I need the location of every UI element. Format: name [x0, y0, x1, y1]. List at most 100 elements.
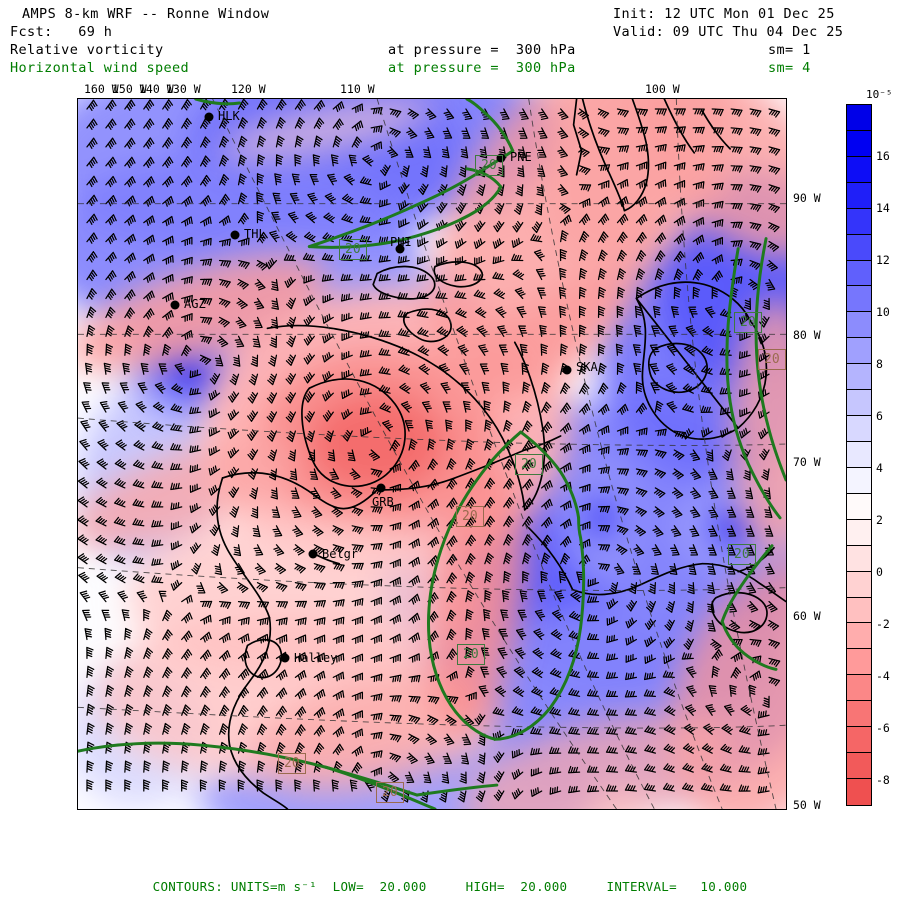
colorbar-tick-4: 4 — [876, 461, 883, 475]
station-marker-ska[interactable] — [562, 365, 572, 375]
y-tick-50w: 50 W — [793, 798, 821, 812]
contour-value-label: 20 — [758, 349, 786, 370]
field-2-label: Horizontal wind speed — [10, 60, 190, 76]
x-tick-100w: 100 W — [645, 82, 680, 96]
station-label-thl: THL — [244, 227, 266, 241]
colorbar-segment — [847, 286, 871, 313]
station-marker-agz[interactable] — [170, 300, 180, 310]
station-label-ska: SKA — [576, 360, 598, 374]
colorbar-segment — [847, 519, 871, 546]
contour-value-label: 20 — [734, 312, 762, 333]
station-marker-pne[interactable] — [496, 153, 506, 163]
colorbar-segment — [847, 753, 871, 779]
colorbar-units: 10⁻⁵ s⁻¹ — [866, 88, 900, 101]
colorbar-tick-2: 2 — [876, 513, 883, 527]
colorbar-segment — [847, 727, 871, 754]
colorbar-segment — [847, 416, 871, 442]
vorticity-colorbar[interactable] — [846, 104, 872, 806]
x-tick-150w: 150 W — [112, 82, 147, 96]
field-2-pressure: at pressure = 300 hPa — [388, 60, 576, 76]
colorbar-segment — [847, 312, 871, 339]
contour-info-footer: CONTOURS: UNITS=m s⁻¹ LOW= 20.000 HIGH= … — [152, 879, 748, 894]
colorbar-segment — [847, 467, 871, 494]
station-label-pne: PNE — [510, 150, 532, 164]
x-tick-140w: 140 W — [139, 82, 174, 96]
windspeed-contour-layer — [78, 99, 786, 809]
colorbar-segment — [847, 649, 871, 676]
colorbar-tick-16: 16 — [876, 149, 890, 163]
colorbar-tick-neg6: -6 — [876, 721, 890, 735]
y-tick-70w: 70 W — [793, 455, 821, 469]
colorbar-segment — [847, 130, 871, 157]
colorbar-segment — [847, 623, 871, 650]
station-marker-belgr[interactable] — [308, 549, 318, 559]
station-label-grb: GRB — [372, 495, 394, 509]
colorbar-tick-neg8: -8 — [876, 773, 890, 787]
colorbar-segment — [847, 545, 871, 572]
colorbar-segment — [847, 338, 871, 365]
field-1-pressure: at pressure = 300 hPa — [388, 42, 576, 58]
station-label-hlk: HLK — [218, 109, 240, 123]
station-label-phi: PHI — [390, 235, 412, 249]
x-tick-130w: 130 W — [166, 82, 201, 96]
station-marker-hlk[interactable] — [204, 112, 214, 122]
contour-value-label: 20 — [515, 454, 543, 475]
colorbar-tick-14: 14 — [876, 201, 890, 215]
contour-value-label: 20 — [456, 506, 484, 527]
forecast-hour: Fcst: 69 h — [10, 24, 113, 40]
y-tick-80w: 80 W — [793, 328, 821, 342]
colorbar-segment — [847, 493, 871, 520]
valid-time: Valid: 09 UTC Thu 04 Dec 25 — [613, 24, 844, 40]
colorbar-segment — [847, 675, 871, 702]
colorbar-tick-neg2: -2 — [876, 617, 890, 631]
colorbar-segment — [847, 778, 871, 805]
station-marker-phi[interactable] — [395, 244, 405, 254]
station-layer: HLK PNE THL PHI AGZ SKA GRB Belgr Halley — [78, 99, 786, 809]
y-tick-60w: 60 W — [793, 609, 821, 623]
colorbar-tick-12: 12 — [876, 253, 890, 267]
x-tick-160w: 160 W — [84, 82, 119, 96]
colorbar-segment — [847, 390, 871, 417]
colorbar-tick-0: 0 — [876, 565, 883, 579]
contour-value-label: 20 — [728, 544, 756, 565]
colorbar-segment — [847, 156, 871, 183]
station-marker-grb[interactable] — [376, 483, 386, 493]
colorbar-segment — [847, 441, 871, 468]
station-label-agz: AGZ — [184, 297, 206, 311]
field-2-smoothing: sm= 4 — [768, 60, 811, 76]
contour-value-label: 20 — [376, 782, 404, 803]
field-1-label: Relative vorticity — [10, 42, 164, 58]
station-marker-thl[interactable] — [230, 230, 240, 240]
x-tick-120w: 120 W — [231, 82, 266, 96]
colorbar-segment — [847, 571, 871, 598]
init-time: Init: 12 UTC Mon 01 Dec 25 — [613, 6, 835, 22]
colorbar-segment — [847, 364, 871, 391]
contour-label-layer: 20 20 20 20 20 20 20 20 20 20 — [78, 99, 786, 809]
contour-value-label: 20 — [475, 155, 503, 176]
contour-value-label: 20 — [457, 644, 485, 665]
colorbar-segment — [847, 182, 871, 209]
x-tick-110w: 110 W — [340, 82, 375, 96]
contour-value-label: 20 — [339, 239, 367, 260]
colorbar-segment — [847, 597, 871, 624]
field-1-smoothing: sm= 1 — [768, 42, 811, 58]
station-marker-halley[interactable] — [280, 653, 290, 663]
map-canvas[interactable]: HLK PNE THL PHI AGZ SKA GRB Belgr Halley 20 20 20 2… — [77, 98, 787, 810]
colorbar-segment — [847, 208, 871, 235]
y-tick-90w: 90 W — [793, 191, 821, 205]
station-label-halley: Halley — [294, 651, 338, 665]
colorbar-segment — [847, 701, 871, 728]
colorbar-segment — [847, 260, 871, 287]
colorbar-tick-neg4: -4 — [876, 669, 890, 683]
colorbar-tick-10: 10 — [876, 305, 890, 319]
colorbar-tick-8: 8 — [876, 357, 883, 371]
contour-value-label: 20 — [278, 753, 306, 774]
colorbar-segment — [847, 105, 871, 131]
wind-barb-layer — [78, 99, 786, 809]
colorbar-segment — [847, 234, 871, 261]
page-title: AMPS 8-km WRF -- Ronne Window — [22, 6, 270, 22]
colorbar-tick-6: 6 — [876, 409, 883, 423]
coastline-layer — [78, 99, 786, 809]
station-label-belgr: Belgr — [322, 547, 359, 561]
